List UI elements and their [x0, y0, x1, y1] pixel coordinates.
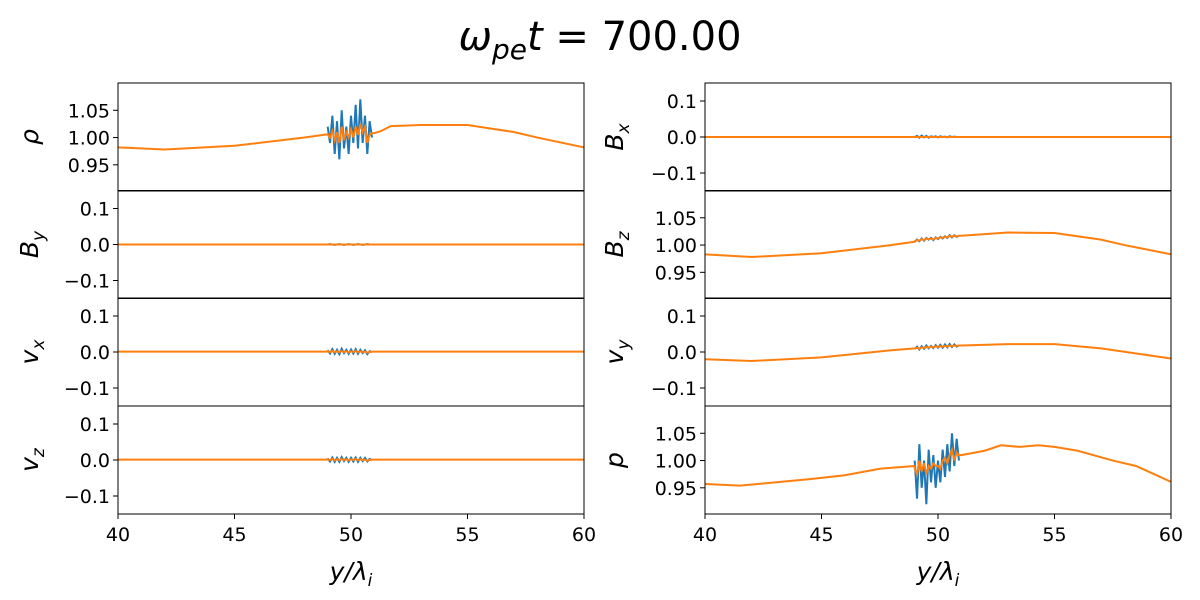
title-subscript: pe: [491, 33, 527, 66]
series-orange-rho: [118, 122, 584, 151]
panel-vz: −0.1 0.0 0.1 vz 40 45 50 55 60 y/λi: [15, 405, 596, 591]
xtick-label: 60: [572, 524, 596, 546]
ytick-label: −0.1: [64, 271, 110, 293]
ytick-label: 1.00: [655, 235, 697, 257]
ytick-label: 0.1: [80, 199, 110, 221]
ylabel-p: p: [600, 452, 629, 469]
ylabel-sub: z: [614, 230, 634, 241]
ylabel-sub: z: [29, 447, 49, 458]
ylabel-Bz: Bz: [600, 230, 634, 257]
xtick-label: 60: [1159, 524, 1183, 546]
xtick-label: 40: [693, 524, 717, 546]
panel-vy: −0.1 0.0 0.1 vy: [600, 297, 1172, 407]
ylabel-main: v: [600, 348, 629, 364]
lines-Bz: [705, 231, 1171, 259]
xlabel: y/λi: [329, 557, 373, 591]
ytick-label: 0.95: [68, 155, 110, 177]
ylabel-main: B: [600, 133, 629, 150]
xtick-label: 50: [339, 524, 363, 546]
ytick-label: −0.1: [64, 378, 110, 400]
ylabel-sub: y: [29, 230, 49, 242]
ylabel-Bx: Bx: [600, 122, 634, 150]
panel-p: 0.95 1.00 1.05 p 40 45 50 55 60 y/λi: [600, 405, 1183, 591]
ytick-label: 0.95: [655, 478, 697, 500]
lines-Bx: [705, 134, 1171, 140]
ylabel-vx: vx: [15, 339, 49, 365]
lines-By: [118, 243, 584, 246]
xtick-label: 55: [455, 524, 479, 546]
ytick-label: −0.1: [651, 378, 697, 400]
series-orange-vx: [118, 349, 584, 354]
ylabel-main: B: [600, 240, 629, 257]
ytick-label: −0.1: [64, 486, 110, 508]
ylabel-main: p: [600, 452, 629, 469]
xtick-label: 45: [809, 524, 833, 546]
axes-frame-Bz: [704, 190, 1172, 299]
title-variable: t: [527, 14, 544, 60]
xlabel-sub: i: [368, 571, 373, 591]
ytick-label: 1.00: [68, 128, 110, 150]
lines-rho: [118, 99, 584, 160]
ylabel-main: ρ: [15, 129, 44, 145]
lines-p: [705, 433, 1171, 505]
ylabel-main: v: [15, 456, 44, 472]
ytick-label: 1.05: [655, 423, 697, 445]
ylabel-rho: ρ: [15, 129, 44, 145]
ytick-label: 1.05: [68, 100, 110, 122]
panel-Bz: 0.95 1.00 1.05 Bz: [600, 190, 1172, 299]
figure-title: ωpet = 700.00: [458, 14, 741, 66]
xlabel-sub: i: [955, 571, 960, 591]
ylabel-sub: x: [614, 122, 634, 134]
xlabel-main: y/λ: [916, 557, 955, 586]
xlabel-main: y/λ: [329, 557, 368, 586]
series-orange-vy: [705, 343, 1171, 363]
xtick-label: 50: [926, 524, 950, 546]
ytick-label: 1.00: [655, 451, 697, 473]
ytick-label: 1.05: [655, 208, 697, 230]
lines-vy: [705, 342, 1171, 363]
ylabel-By: By: [15, 230, 49, 258]
ytick-label: 0.0: [667, 127, 697, 149]
ylabel-sub: x: [29, 339, 49, 351]
xlabel: y/λi: [916, 557, 960, 591]
ytick-label: 0.0: [80, 342, 110, 364]
xtick-label: 40: [106, 524, 130, 546]
title-symbol: ω: [458, 14, 492, 60]
series-orange-vz: [118, 457, 584, 462]
ylabel-main: B: [15, 241, 44, 258]
ylabel-main: v: [15, 348, 44, 364]
ytick-label: 0.1: [667, 306, 697, 328]
ylabel-vz: vz: [15, 447, 49, 472]
ytick-label: 0.1: [80, 414, 110, 436]
ytick-label: 0.1: [80, 306, 110, 328]
lines-vx: [118, 346, 584, 357]
ytick-label: 0.0: [667, 342, 697, 364]
xtick-label: 45: [222, 524, 246, 546]
ytick-label: 0.0: [80, 235, 110, 257]
ytick-label: −0.1: [651, 163, 697, 185]
title-value: = 700.00: [543, 14, 742, 60]
series-orange-p: [705, 444, 1171, 487]
xtick-label: 55: [1042, 524, 1066, 546]
lines-vz: [118, 455, 584, 464]
axes-frame-vy: [704, 297, 1172, 407]
axes-frame-p: [704, 405, 1172, 515]
series-orange-Bz: [705, 231, 1171, 259]
ytick-label: 0.0: [80, 450, 110, 472]
axes-frame-rho: [117, 82, 585, 192]
panel-rho: 0.95 1.00 1.05 ρ: [15, 82, 585, 192]
ytick-label: 0.1: [667, 91, 697, 113]
panel-By: −0.1 0.0 0.1 By: [15, 190, 585, 299]
ytick-label: 0.95: [655, 262, 697, 284]
ylabel-vy: vy: [600, 339, 634, 365]
panel-Bx: −0.1 0.0 0.1 Bx: [600, 82, 1172, 192]
series-blue-p: [913, 433, 960, 505]
panel-vx: −0.1 0.0 0.1 vx: [15, 297, 585, 407]
ylabel-sub: y: [614, 339, 634, 351]
